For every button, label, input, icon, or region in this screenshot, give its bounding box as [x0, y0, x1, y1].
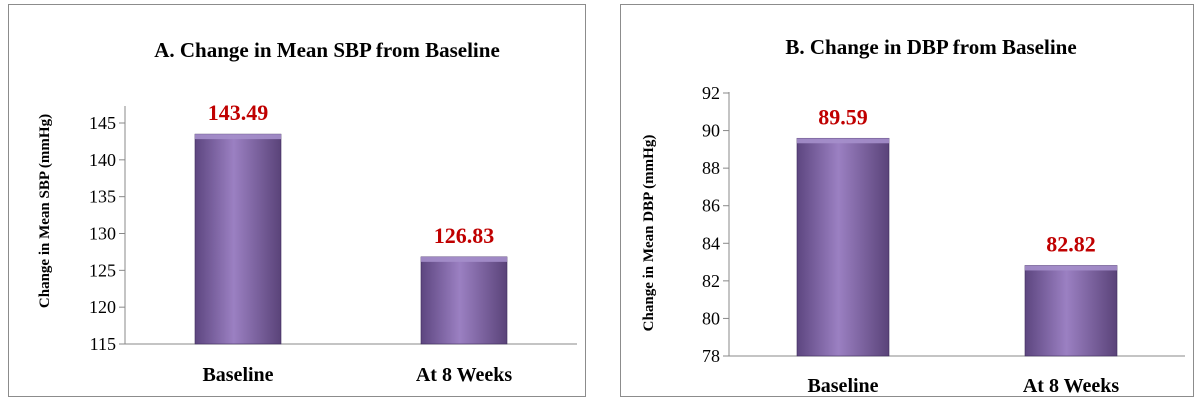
y-tick-label: 135	[89, 187, 116, 207]
y-tick-label: 84	[702, 233, 720, 253]
y-tick-label: 130	[89, 224, 116, 244]
bar	[1024, 265, 1118, 357]
data-label: 82.82	[1046, 231, 1096, 256]
y-tick-label: 86	[702, 196, 720, 216]
data-label: 143.49	[208, 100, 269, 125]
y-tick-label: 80	[702, 308, 720, 328]
x-category-label: Baseline	[807, 375, 878, 397]
y-axis-label: Change in Mean DBP (mmHg)	[641, 135, 657, 332]
bar-top-bevel	[1025, 265, 1117, 271]
chart-title: B. Change in DBP from Baseline	[785, 35, 1076, 59]
y-tick-label: 78	[702, 346, 720, 366]
chart-panel-sbp: A. Change in Mean SBP from Baseline Chan…	[8, 4, 586, 397]
y-axis-label: Change in Mean SBP (mmHg)	[37, 114, 53, 308]
x-category-label: At 8 Weeks	[416, 364, 513, 386]
chart-panel-dbp: B. Change in DBP from Baseline Change in…	[620, 4, 1194, 397]
bar	[796, 137, 890, 357]
y-tick-label: 92	[702, 83, 720, 103]
dbp-bar-chart: B. Change in DBP from Baseline Change in…	[641, 35, 1185, 397]
x-category-label: Baseline	[202, 364, 273, 386]
y-tick-label: 88	[702, 158, 720, 178]
sbp-bar-chart: A. Change in Mean SBP from Baseline Chan…	[37, 38, 577, 386]
y-tick-label: 90	[702, 121, 720, 141]
bar-top-bevel	[195, 134, 281, 140]
y-tick-label: 120	[89, 297, 116, 317]
bar-top-bevel	[421, 256, 507, 262]
y-tick-label: 82	[702, 271, 720, 291]
bar	[194, 133, 282, 345]
bar-top-bevel	[797, 138, 889, 144]
bar	[420, 256, 508, 345]
y-tick-label: 125	[89, 260, 116, 280]
chart-title: A. Change in Mean SBP from Baseline	[154, 38, 500, 62]
data-label: 126.83	[434, 223, 495, 248]
data-label: 89.59	[818, 104, 868, 129]
y-tick-label: 115	[90, 334, 116, 354]
x-category-label: At 8 Weeks	[1023, 375, 1120, 397]
y-tick-label: 140	[89, 150, 116, 170]
y-tick-label: 145	[89, 113, 116, 133]
